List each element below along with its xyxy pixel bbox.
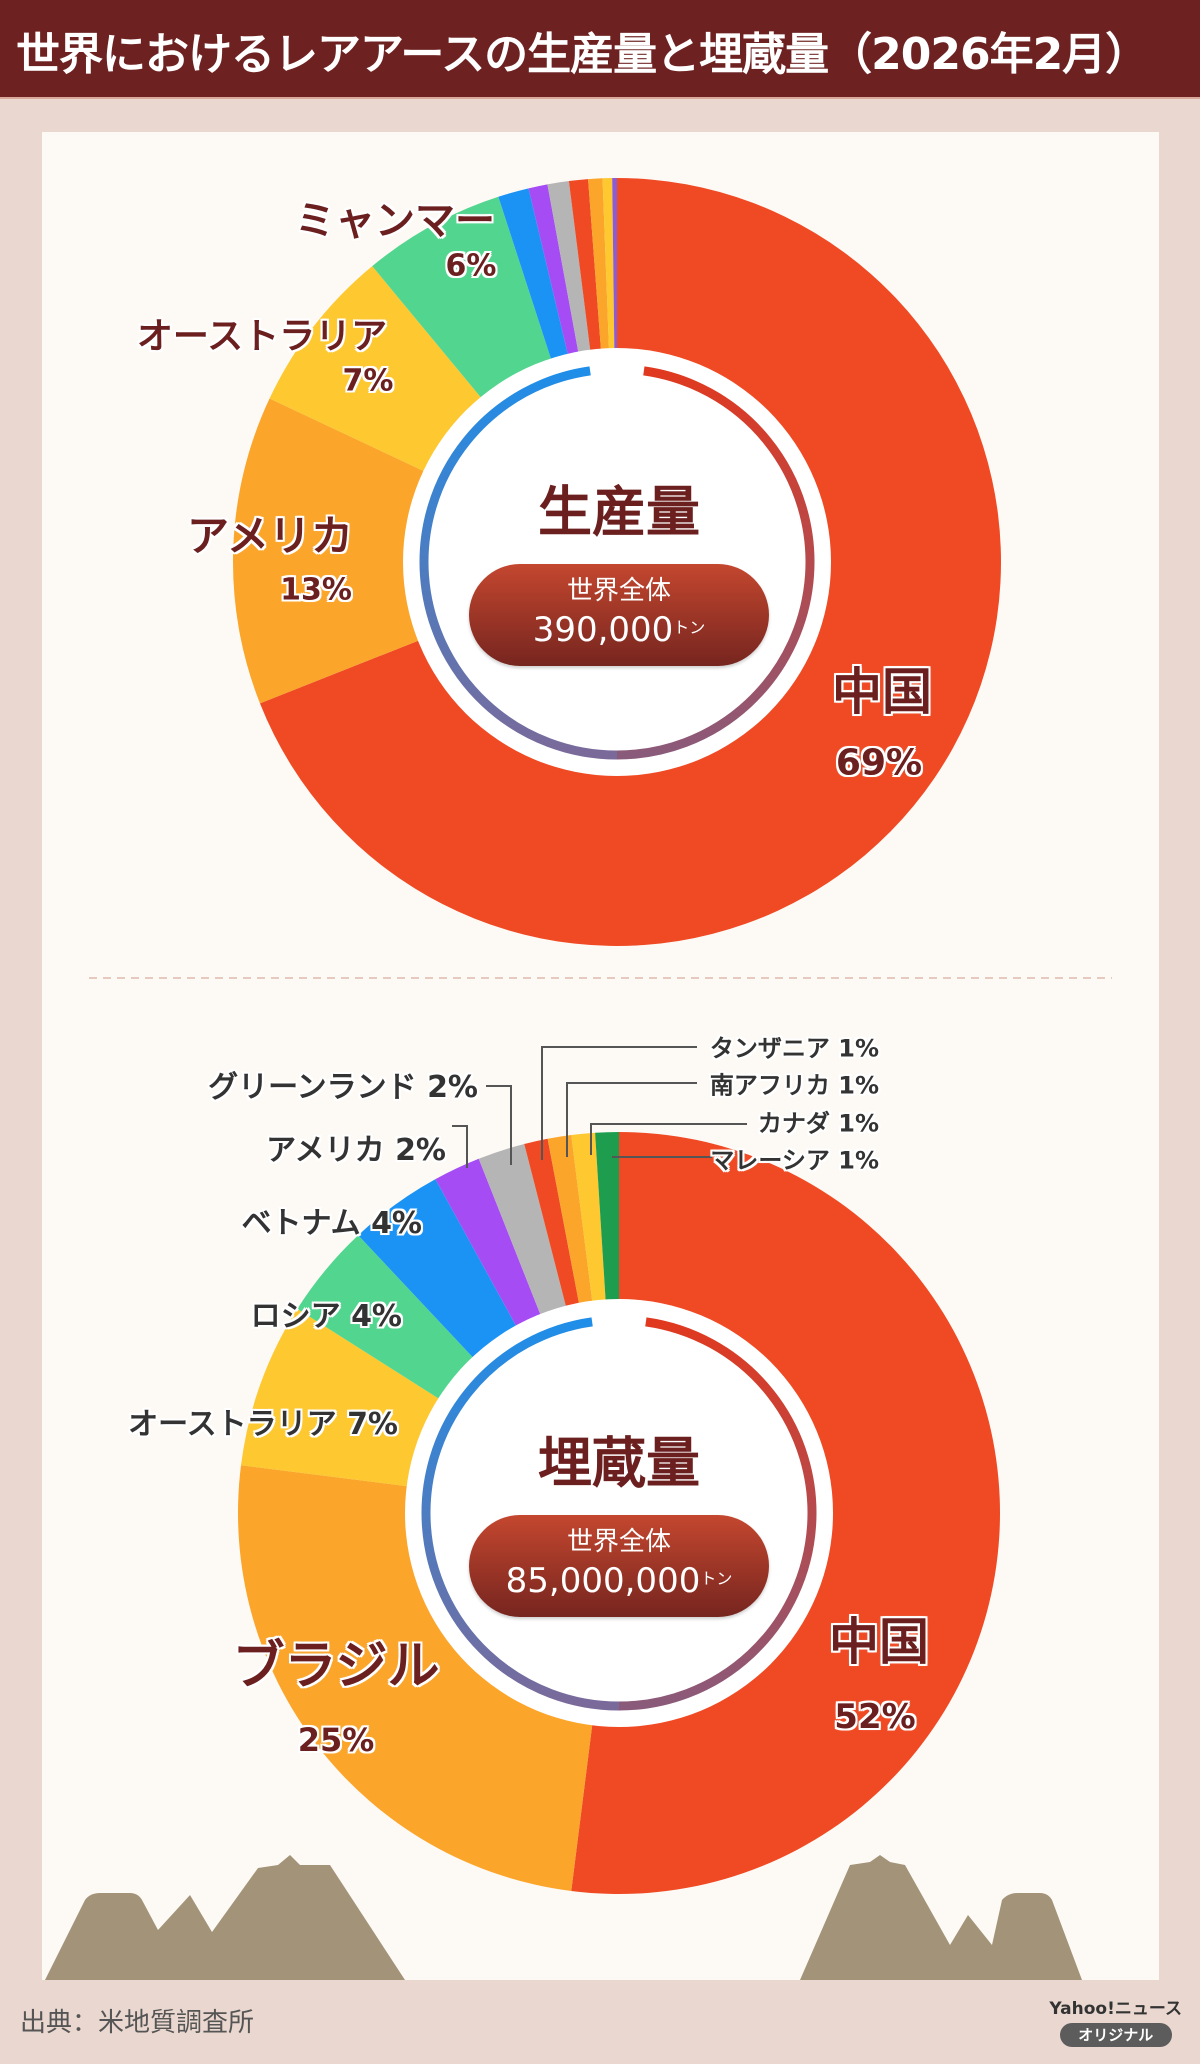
label-russia: ロシア 4% [251, 1291, 402, 1335]
label-tanzania-name: タンザニア [709, 1034, 830, 1063]
label-america-pct: 2% [395, 1133, 446, 1168]
mountains-decoration [45, 1855, 1082, 1980]
label-america-name: アメリカ [187, 511, 353, 561]
brand-badge: オリジナル [1059, 2023, 1172, 2047]
label-brazil-name: ブラジル [232, 1636, 440, 1697]
brand-name: Yahoo!ニュース [1049, 1999, 1182, 2019]
label-greenland-name: グリーンランド [208, 1070, 417, 1105]
leader-line-tanzania [541, 1046, 697, 1160]
leader-lines [452, 1046, 747, 1168]
production-total-badge: 世界全体 390,000トン [469, 564, 769, 666]
label-australia-pct: 7% [347, 1407, 398, 1442]
label-canada: カナダ 1% [758, 1104, 879, 1139]
label-australia-name: オーストラリア [128, 1407, 337, 1442]
label-russia-pct: 4% [351, 1299, 402, 1334]
label-canada-pct: 1% [838, 1109, 879, 1138]
reserves-total-label: 世界全体 [566, 1527, 671, 1557]
label-south-africa-name: 南アフリカ [709, 1071, 830, 1100]
label-vietnam-pct: 4% [371, 1206, 422, 1241]
label-brazil-pct: 25% [297, 1721, 375, 1759]
label-america-name: アメリカ [266, 1133, 385, 1168]
header: 世界におけるレアアースの生産量と埋蔵量（2026年2月） [0, 0, 1200, 99]
label-myanmar-name: ミャンマー [295, 198, 495, 244]
reserves-title: 埋蔵量 [538, 1431, 700, 1495]
label-malaysia-pct: 1% [838, 1146, 879, 1175]
leader-line-america [452, 1125, 468, 1168]
reserves-total-unit: トン [700, 1569, 733, 1588]
label-south-africa-pct: 1% [838, 1071, 879, 1100]
brand-logo: Yahoo!ニュース オリジナル [1049, 1994, 1182, 2047]
label-tanzania: タンザニア 1% [710, 1029, 879, 1064]
production-total-unit: トン [673, 618, 706, 637]
leader-line-south-africa [566, 1082, 697, 1157]
label-australia: オーストラリア 7% [128, 1399, 398, 1443]
label-vietnam-name: ベトナム [241, 1206, 361, 1241]
production-title: 生産量 [538, 480, 700, 544]
label-america: アメリカ 2% [266, 1125, 446, 1169]
source-note: 出典：米地質調査所 [20, 2008, 255, 2038]
label-australia-pct: 7% [342, 363, 394, 399]
label-vietnam: ベトナム 4% [242, 1198, 423, 1242]
label-south-africa: 南アフリカ 1% [710, 1066, 879, 1101]
label-greenland: グリーンランド 2% [208, 1062, 478, 1106]
label-malaysia: マレーシア 1% [710, 1141, 879, 1176]
label-america-pct: 13% [280, 572, 352, 608]
reserves-pie [238, 1132, 1000, 1894]
ring-arc-right [618, 1317, 817, 1711]
label-tanzania-pct: 1% [838, 1034, 879, 1063]
page-title: 世界におけるレアアースの生産量と埋蔵量（2026年2月） [16, 29, 1149, 80]
label-china-pct: 69% [835, 742, 923, 784]
donut-hole [403, 348, 831, 776]
reserves-total-value: 85,000,000 [505, 1561, 701, 1601]
label-china-name-reserves: 中国 [829, 1613, 929, 1671]
mountain-right [800, 1855, 1082, 1980]
label-australia-name: オーストラリア [136, 316, 388, 357]
label-russia-name: ロシア [250, 1299, 341, 1334]
production-total-label: 世界全体 [566, 576, 671, 606]
label-greenland-pct: 2% [427, 1070, 478, 1105]
label-china-pct-reserves: 52% [834, 1697, 916, 1737]
leader-line-greenland [486, 1085, 512, 1165]
production-total-value: 390,000 [532, 610, 674, 650]
ring-arc-left [421, 1317, 620, 1711]
donut-hole [405, 1299, 833, 1727]
reserves-total-badge: 世界全体 85,000,000トン [469, 1515, 769, 1617]
ring-arc-left [419, 366, 618, 760]
mountain-left [45, 1855, 405, 1980]
label-canada-name: カナダ [757, 1109, 830, 1138]
ring-arc-right [616, 366, 815, 760]
label-malaysia-name: マレーシア [710, 1146, 830, 1175]
label-myanmar-pct: 6% [445, 248, 497, 284]
label-china-name: 中国 [832, 663, 932, 721]
production-pie [233, 178, 1001, 946]
leader-line-canada [590, 1123, 747, 1155]
